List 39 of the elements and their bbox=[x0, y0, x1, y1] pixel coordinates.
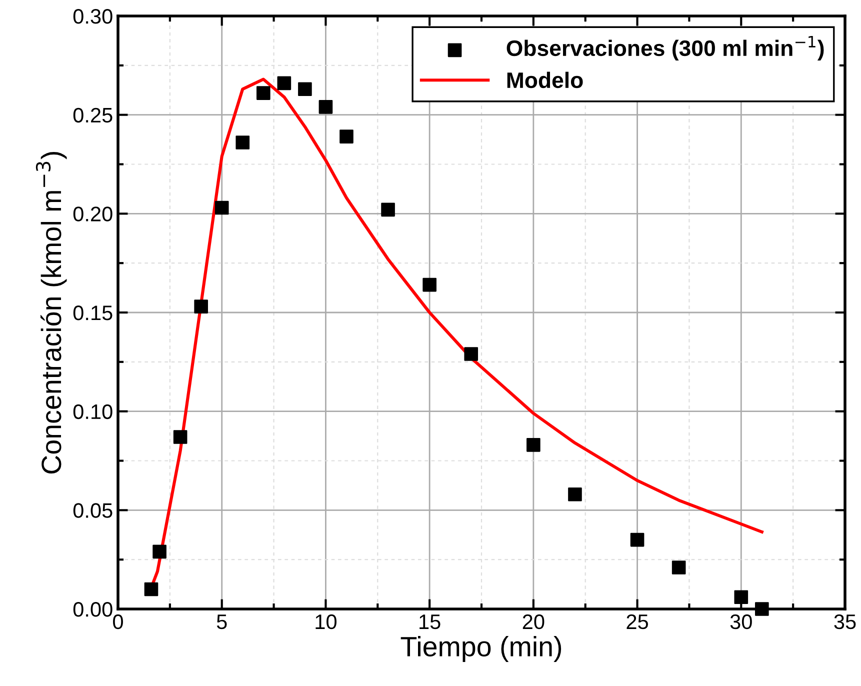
point bbox=[464, 347, 478, 361]
point bbox=[734, 590, 748, 604]
point bbox=[340, 130, 354, 144]
point bbox=[173, 430, 188, 444]
x-tick-label: 20 bbox=[522, 614, 544, 630]
x-axis-title: Tiempo (min) bbox=[400, 636, 562, 662]
x-tick-label: 30 bbox=[730, 614, 752, 630]
point bbox=[194, 300, 208, 314]
y-tick-label: 0.15 bbox=[73, 306, 112, 320]
point bbox=[152, 544, 166, 559]
point bbox=[422, 278, 436, 292]
x-tick-label: 15 bbox=[420, 614, 440, 630]
x-tick-label: 10 bbox=[316, 614, 336, 630]
y-tick-label: 0.30 bbox=[73, 9, 112, 24]
point bbox=[144, 582, 158, 596]
legend-label: Observaciones (300 ml min$^{−1}$) bbox=[506, 36, 824, 60]
point bbox=[755, 602, 769, 616]
x-tick-label: 0 bbox=[113, 614, 123, 630]
y-tick-label: 0.00 bbox=[73, 602, 112, 617]
x-tick-label: 5 bbox=[216, 614, 227, 630]
y-tick-label: 0.05 bbox=[73, 503, 112, 518]
point bbox=[277, 76, 292, 90]
point bbox=[318, 100, 333, 114]
y-tick-label: 0.20 bbox=[73, 206, 112, 222]
point bbox=[630, 532, 644, 547]
legend-label: Modelo bbox=[507, 72, 583, 88]
y-tick-label: 0.10 bbox=[73, 404, 112, 420]
point bbox=[256, 86, 270, 100]
point bbox=[672, 560, 686, 574]
point bbox=[236, 136, 250, 150]
x-tick-label: 25 bbox=[626, 614, 648, 630]
point bbox=[568, 487, 582, 502]
point bbox=[214, 200, 229, 215]
y-tick-label: 0.25 bbox=[73, 108, 112, 123]
x-tick-label: 35 bbox=[834, 614, 856, 630]
point bbox=[526, 438, 540, 452]
point bbox=[381, 202, 395, 217]
y-axis-title: Concentración (kmol m$^{−3}$) bbox=[36, 152, 67, 474]
point bbox=[298, 82, 312, 96]
